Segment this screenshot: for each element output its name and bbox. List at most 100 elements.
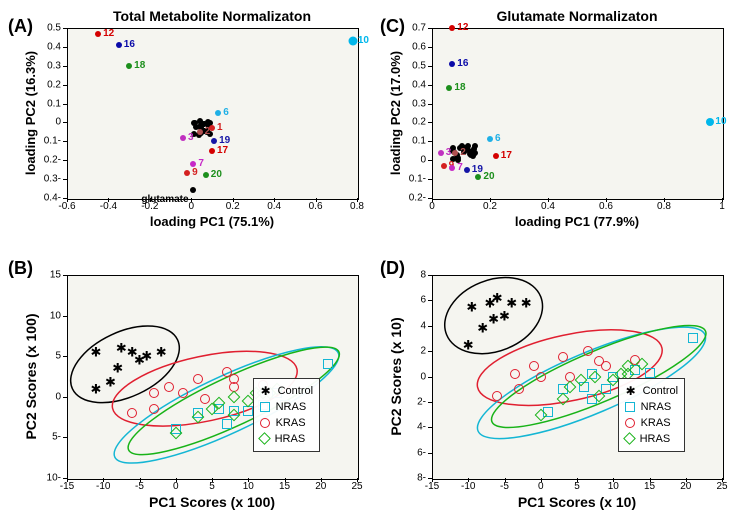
legend-marker-icon: [260, 418, 270, 428]
legend: ✱ControlNRASKRASHRAS: [618, 378, 685, 452]
legend-row: HRAS: [625, 431, 678, 447]
legend-marker-icon: [260, 402, 270, 412]
tick-x: 0.8: [350, 201, 364, 212]
point-label: 17: [501, 150, 512, 161]
tick-x: 0.6: [599, 201, 613, 212]
tick-x: 20: [315, 481, 326, 492]
legend-label: HRAS: [640, 433, 671, 445]
point-label: 3: [446, 147, 452, 158]
panel-b-xlabel: PC1 Scores (x 100): [67, 494, 357, 510]
tick-x: 5: [209, 481, 215, 492]
labeled-point: [203, 172, 209, 178]
legend-row: NRAS: [260, 399, 313, 415]
point-label: 3: [188, 132, 194, 143]
score-point-kras: [514, 384, 524, 394]
labeled-point: [706, 118, 714, 126]
labeled-point: [487, 136, 493, 142]
tick-x: 0.8: [657, 201, 671, 212]
legend-label: Control: [278, 385, 313, 397]
labeled-point: [116, 42, 122, 48]
panel-c-ylabel: loading PC2 (17.0%): [388, 28, 403, 198]
legend-row: HRAS: [260, 431, 313, 447]
score-point-nras: [645, 368, 655, 378]
tick-x: 5: [574, 481, 580, 492]
point-label: 20: [211, 169, 222, 180]
legend-row: NRAS: [625, 399, 678, 415]
score-point-kras: [492, 391, 502, 401]
labeled-point: [184, 170, 190, 176]
score-point-kras: [529, 361, 539, 371]
tick-x: 20: [680, 481, 691, 492]
labeled-point: [464, 167, 470, 173]
tick-x: -15: [425, 481, 439, 492]
labeled-point: [211, 138, 217, 144]
score-point-kras: [510, 369, 520, 379]
legend-row: KRAS: [625, 415, 678, 431]
score-point-control: ✱: [105, 376, 116, 389]
legend-label: NRAS: [641, 401, 672, 413]
score-point-control: ✱: [506, 296, 517, 309]
labeled-point: [493, 153, 499, 159]
score-point-control: ✱: [521, 296, 532, 309]
tick-x: -0.4: [100, 201, 117, 212]
tick-x: 0.4: [267, 201, 281, 212]
legend: ✱ControlNRASKRASHRAS: [253, 378, 320, 452]
score-point-kras: [193, 374, 203, 384]
point-label: 9: [192, 167, 198, 178]
tick-x: 10: [243, 481, 254, 492]
panel-b-ylabel: PC2 Scores (x 100): [23, 275, 39, 478]
score-point-kras: [536, 372, 546, 382]
labeled-point: [180, 135, 186, 141]
point-label: 16: [124, 39, 135, 50]
legend-label: Control: [643, 385, 678, 397]
cluster-point: [470, 151, 476, 157]
labeled-point: [197, 129, 203, 135]
panel-d-xlabel: PC1 Scores (x 10): [432, 494, 722, 510]
point-label: glutamate: [141, 194, 188, 205]
score-point-nras: [323, 359, 333, 369]
figure-root: { "global": { "bg": "#ffffff", "plotbg":…: [0, 0, 746, 519]
tick-x: 1: [719, 201, 725, 212]
panel-a-title: Total Metabolite Normalizaton: [67, 8, 357, 24]
legend-marker-icon: [625, 402, 635, 412]
score-point-control: ✱: [112, 362, 123, 375]
point-label: 6: [223, 107, 229, 118]
labeled-point: [441, 163, 447, 169]
legend-marker-icon: [625, 418, 635, 428]
score-point-control: ✱: [488, 313, 499, 326]
tick-x: -15: [60, 481, 74, 492]
score-point-control: ✱: [499, 309, 510, 322]
point-label: 12: [457, 22, 468, 33]
labeled-point: [126, 63, 132, 69]
score-point-control: ✱: [466, 300, 477, 313]
score-point-kras: [178, 388, 188, 398]
legend-marker-icon: [623, 432, 636, 445]
tick-x: 0: [538, 481, 544, 492]
tick-x: 0.2: [226, 201, 240, 212]
labeled-point: [190, 161, 196, 167]
labeled-point: [215, 110, 221, 116]
point-label: 18: [454, 82, 465, 93]
point-label: 10: [358, 35, 369, 46]
tick-x: 0.6: [309, 201, 323, 212]
point-label: 7: [457, 162, 463, 173]
labeled-point: [438, 150, 444, 156]
tick-x: 15: [644, 481, 655, 492]
legend-marker-icon: [258, 432, 271, 445]
tick-x: -5: [500, 481, 509, 492]
tick-x: 0: [189, 201, 195, 212]
tick-x: 0: [429, 201, 435, 212]
score-point-control: ✱: [463, 338, 474, 351]
labeled-point: [449, 61, 455, 67]
score-point-control: ✱: [141, 350, 152, 363]
labeled-point: [446, 85, 452, 91]
tick-x: 25: [716, 481, 727, 492]
point-label: 7: [198, 158, 204, 169]
panel-a-ylabel: loading PC2 (16.3%): [23, 28, 38, 198]
panel-d-ylabel: PC2 Scores (x 10): [388, 275, 404, 478]
score-point-nras: [688, 333, 698, 343]
score-point-kras: [149, 388, 159, 398]
score-point-nras: [222, 419, 232, 429]
tick-x: -10: [96, 481, 110, 492]
score-point-control: ✱: [116, 342, 127, 355]
